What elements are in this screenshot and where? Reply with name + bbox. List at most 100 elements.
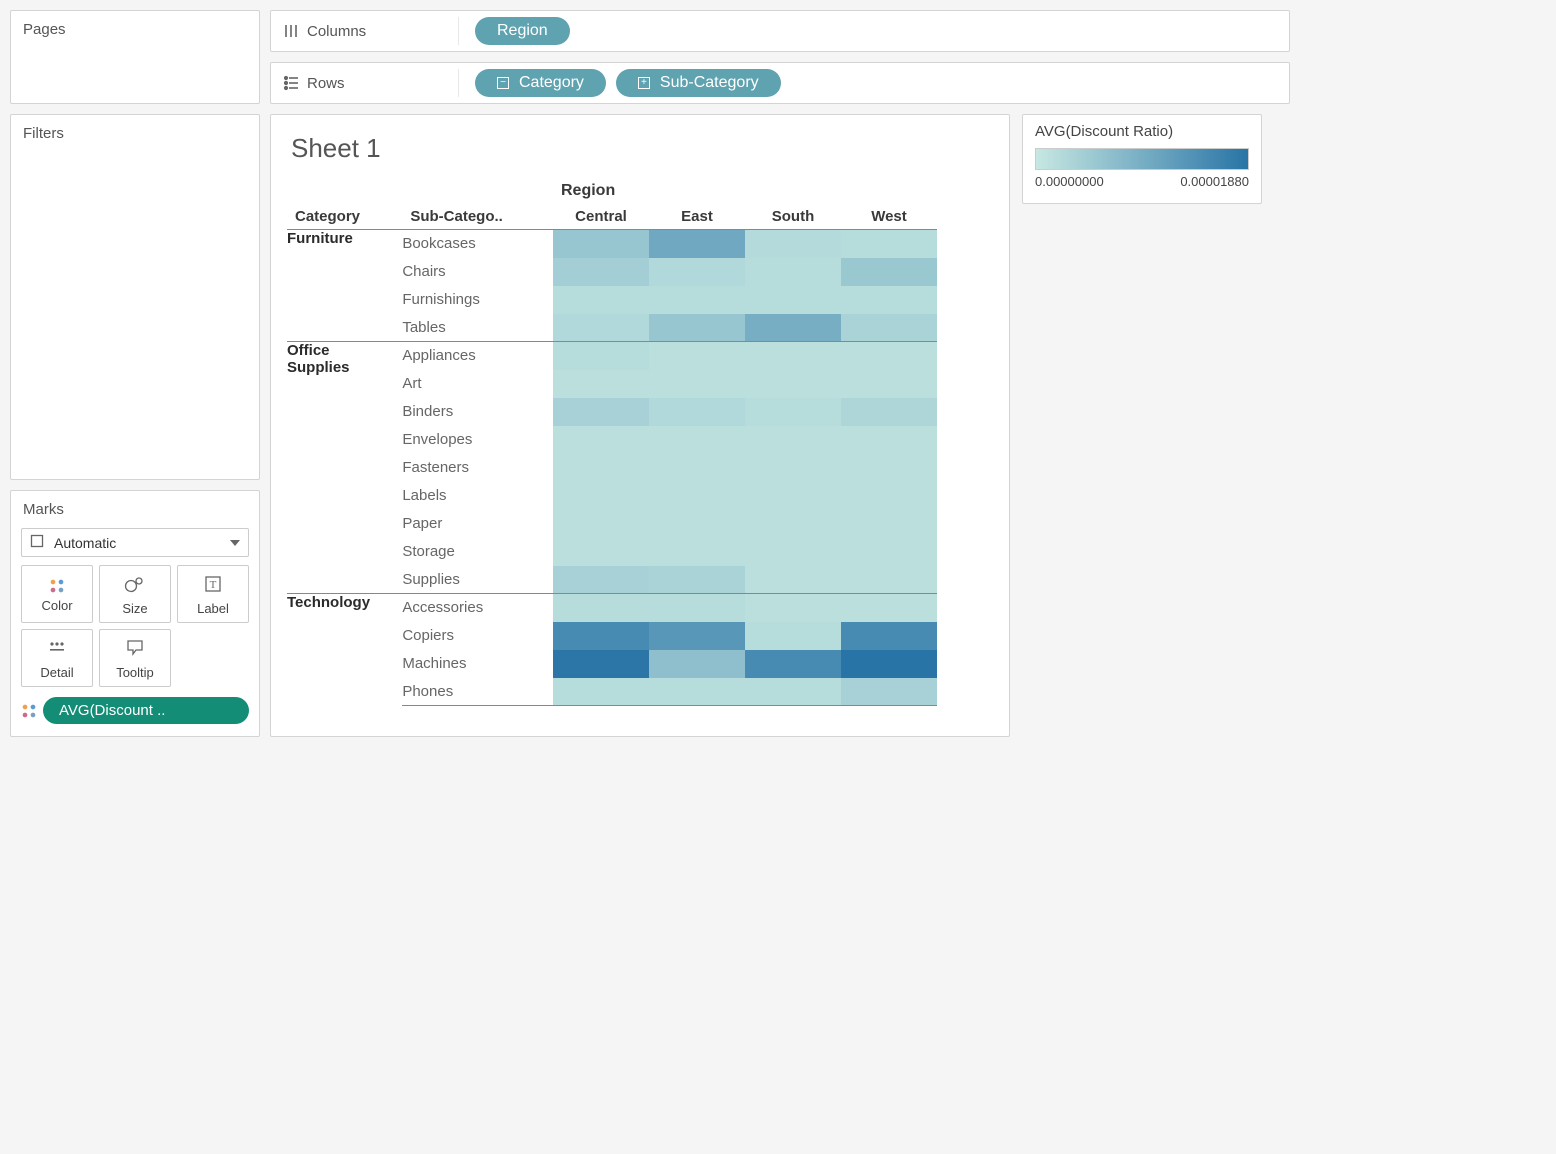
marks-color-button[interactable]: Color [21, 565, 93, 623]
heatmap-cell[interactable] [553, 342, 649, 370]
marks-label-label: Label [197, 601, 229, 616]
heatmap-cell[interactable] [745, 370, 841, 398]
heatmap-cell[interactable] [649, 566, 745, 594]
legend-max-label: 0.00001880 [1180, 174, 1249, 189]
rows-shelf-label: Rows [279, 69, 459, 97]
filters-shelf[interactable]: Filters [10, 114, 260, 480]
marks-size-label: Size [122, 601, 147, 616]
heatmap-cell[interactable] [553, 426, 649, 454]
marks-size-button[interactable]: Size [99, 565, 171, 623]
marks-tooltip-button[interactable]: Tooltip [99, 629, 171, 687]
columns-pills-container: Region [475, 17, 570, 45]
heatmap-cell[interactable] [745, 594, 841, 622]
subcategory-label: Chairs [402, 258, 553, 286]
heatmap-cell[interactable] [841, 678, 937, 706]
heatmap-cell[interactable] [649, 342, 745, 370]
heatmap-cell[interactable] [841, 454, 937, 482]
heatmap-cell[interactable] [649, 454, 745, 482]
heatmap-cell[interactable] [745, 566, 841, 594]
marks-detail-label: Detail [40, 665, 73, 680]
heatmap-cell[interactable] [649, 678, 745, 706]
heatmap-cell[interactable] [745, 678, 841, 706]
region-header: West [841, 204, 937, 230]
heatmap-cell[interactable] [649, 230, 745, 258]
size-icon [124, 574, 146, 597]
heatmap-cell[interactable] [841, 510, 937, 538]
heatmap-cell[interactable] [841, 622, 937, 650]
heatmap-cell[interactable] [841, 482, 937, 510]
heatmap-cell[interactable] [745, 454, 841, 482]
heatmap-cell[interactable] [841, 426, 937, 454]
heatmap-cell[interactable] [745, 650, 841, 678]
subcategory-label: Appliances [402, 342, 553, 370]
heatmap-cell[interactable] [841, 538, 937, 566]
heatmap-cell[interactable] [841, 286, 937, 314]
field-pill[interactable]: −Category [475, 69, 606, 97]
heatmap-cell[interactable] [841, 650, 937, 678]
heatmap-cell[interactable] [553, 398, 649, 426]
heatmap-cell[interactable] [553, 454, 649, 482]
heatmap-cell[interactable] [841, 342, 937, 370]
heatmap-cell[interactable] [745, 398, 841, 426]
heatmap-cell[interactable] [649, 650, 745, 678]
heatmap-cell[interactable] [745, 538, 841, 566]
subcategory-label: Machines [402, 650, 553, 678]
heatmap-cell[interactable] [649, 538, 745, 566]
heatmap-cell[interactable] [649, 594, 745, 622]
heatmap-cell[interactable] [553, 370, 649, 398]
heatmap-cell[interactable] [745, 622, 841, 650]
heatmap-cell[interactable] [553, 650, 649, 678]
marks-type-dropdown[interactable]: Automatic [21, 528, 249, 557]
region-header: Central [553, 204, 649, 230]
marks-label-button[interactable]: T Label [177, 565, 249, 623]
pages-title: Pages [11, 11, 259, 44]
subcategory-label: Tables [402, 314, 553, 342]
heatmap-cell[interactable] [841, 566, 937, 594]
color-encoding-pill[interactable]: AVG(Discount .. [43, 697, 249, 724]
heatmap-cell[interactable] [649, 622, 745, 650]
heatmap-cell[interactable] [553, 286, 649, 314]
heatmap-cell[interactable] [553, 482, 649, 510]
heatmap-cell[interactable] [745, 482, 841, 510]
heatmap-cell[interactable] [745, 230, 841, 258]
heatmap-cell[interactable] [649, 398, 745, 426]
heatmap-cell[interactable] [553, 314, 649, 342]
heatmap-cell[interactable] [649, 258, 745, 286]
heatmap-cell[interactable] [553, 510, 649, 538]
heatmap-cell[interactable] [841, 398, 937, 426]
heatmap-cell[interactable] [649, 286, 745, 314]
field-pill[interactable]: +Sub-Category [616, 69, 781, 97]
field-pill[interactable]: Region [475, 17, 570, 45]
color-legend[interactable]: AVG(Discount Ratio) 0.00000000 0.0000188… [1022, 114, 1262, 204]
heatmap-cell[interactable] [841, 594, 937, 622]
heatmap-cell[interactable] [745, 426, 841, 454]
heatmap-cell[interactable] [745, 314, 841, 342]
heatmap-cell[interactable] [553, 258, 649, 286]
heatmap-cell[interactable] [841, 314, 937, 342]
region-header: East [649, 204, 745, 230]
heatmap-cell[interactable] [649, 510, 745, 538]
heatmap-cell[interactable] [649, 426, 745, 454]
heatmap-cell[interactable] [649, 314, 745, 342]
columns-shelf[interactable]: Columns Region [270, 10, 1290, 52]
heatmap-cell[interactable] [745, 258, 841, 286]
automatic-icon [30, 534, 44, 551]
marks-detail-button[interactable]: Detail [21, 629, 93, 687]
pages-shelf[interactable]: Pages [10, 10, 260, 104]
heatmap-cell[interactable] [553, 622, 649, 650]
heatmap-cell[interactable] [841, 258, 937, 286]
heatmap-cell[interactable] [649, 370, 745, 398]
heatmap-cell[interactable] [649, 482, 745, 510]
heatmap-cell[interactable] [553, 230, 649, 258]
heatmap-cell[interactable] [841, 230, 937, 258]
rows-shelf[interactable]: Rows −Category +Sub-Category [270, 62, 1290, 104]
heatmap-cell[interactable] [553, 566, 649, 594]
heatmap-cell[interactable] [553, 538, 649, 566]
label-icon: T [203, 574, 223, 597]
heatmap-cell[interactable] [745, 286, 841, 314]
heatmap-cell[interactable] [841, 370, 937, 398]
heatmap-cell[interactable] [553, 678, 649, 706]
heatmap-cell[interactable] [745, 342, 841, 370]
heatmap-cell[interactable] [745, 510, 841, 538]
heatmap-cell[interactable] [553, 594, 649, 622]
